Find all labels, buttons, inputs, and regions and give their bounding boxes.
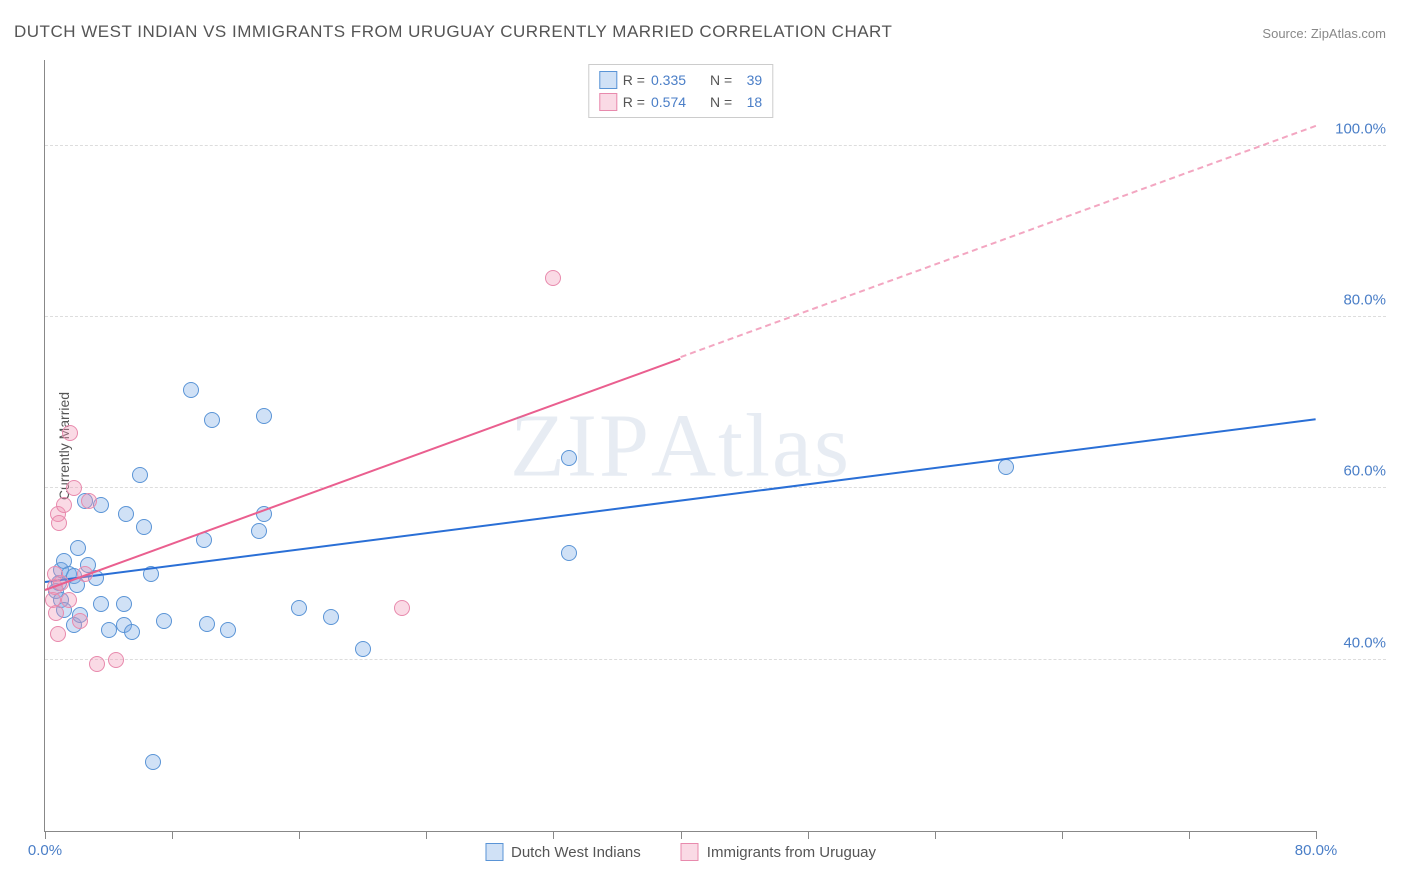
legend-swatch xyxy=(599,93,617,111)
gridline xyxy=(45,145,1386,146)
data-point xyxy=(220,622,236,638)
data-point xyxy=(124,624,140,640)
series-legend: Dutch West Indians Immigrants from Urugua… xyxy=(485,843,876,861)
x-tick xyxy=(299,831,300,839)
data-point xyxy=(183,382,199,398)
legend-swatch xyxy=(681,843,699,861)
source-label: Source: xyxy=(1262,26,1307,41)
data-point xyxy=(394,600,410,616)
data-point xyxy=(62,425,78,441)
data-point xyxy=(81,493,97,509)
gridline xyxy=(45,316,1386,317)
r-value: 0.335 xyxy=(651,69,686,91)
n-value: 18 xyxy=(738,91,762,113)
watermark: ZIPAtlas xyxy=(510,394,851,497)
data-point xyxy=(50,626,66,642)
gridline xyxy=(45,659,1386,660)
chart-title: DUTCH WEST INDIAN VS IMMIGRANTS FROM URU… xyxy=(14,22,892,42)
r-value: 0.574 xyxy=(651,91,686,113)
data-point xyxy=(118,506,134,522)
y-tick-label: 80.0% xyxy=(1326,292,1386,309)
legend-row: R = 0.335 N = 39 xyxy=(599,69,762,91)
gridline xyxy=(45,487,1386,488)
data-point xyxy=(251,523,267,539)
data-point xyxy=(51,515,67,531)
x-tick xyxy=(172,831,173,839)
n-value: 39 xyxy=(738,69,762,91)
series-name: Immigrants from Uruguay xyxy=(707,844,876,861)
data-point xyxy=(89,656,105,672)
data-point xyxy=(56,497,72,513)
correlation-legend: R = 0.335 N = 39 R = 0.574 N = 18 xyxy=(588,64,773,118)
data-point xyxy=(108,652,124,668)
data-point xyxy=(132,467,148,483)
x-tick xyxy=(1189,831,1190,839)
data-point xyxy=(199,616,215,632)
x-tick xyxy=(426,831,427,839)
data-point xyxy=(116,596,132,612)
legend-row: R = 0.574 N = 18 xyxy=(599,91,762,113)
x-tick xyxy=(1062,831,1063,839)
x-tick xyxy=(45,831,46,839)
x-tick xyxy=(681,831,682,839)
x-tick-label: 0.0% xyxy=(28,842,62,859)
x-tick xyxy=(553,831,554,839)
series-name: Dutch West Indians xyxy=(511,844,641,861)
r-label: R = xyxy=(623,91,645,113)
data-point xyxy=(291,600,307,616)
x-tick xyxy=(1316,831,1317,839)
x-tick xyxy=(935,831,936,839)
data-point xyxy=(561,545,577,561)
data-point xyxy=(101,622,117,638)
trend-line xyxy=(680,125,1317,360)
watermark-light: Atlas xyxy=(651,396,851,495)
plot-area: ZIPAtlas R =0.335N =39R =0.574N =18 Dutc… xyxy=(44,60,1316,832)
data-point xyxy=(256,408,272,424)
legend-swatch xyxy=(485,843,503,861)
data-point xyxy=(204,412,220,428)
data-point xyxy=(145,754,161,770)
y-tick-label: 40.0% xyxy=(1326,634,1386,651)
y-tick-label: 60.0% xyxy=(1326,463,1386,480)
data-point xyxy=(545,270,561,286)
data-point xyxy=(355,641,371,657)
data-point xyxy=(66,480,82,496)
data-point xyxy=(70,540,86,556)
legend-swatch xyxy=(599,71,617,89)
data-point xyxy=(156,613,172,629)
r-label: R = xyxy=(623,69,645,91)
trend-line xyxy=(45,418,1316,583)
source-name: ZipAtlas.com xyxy=(1311,26,1386,41)
data-point xyxy=(998,459,1014,475)
data-point xyxy=(561,450,577,466)
y-tick-label: 100.0% xyxy=(1326,120,1386,137)
data-point xyxy=(323,609,339,625)
n-label: N = xyxy=(710,69,732,91)
data-point xyxy=(72,613,88,629)
source-attribution: Source: ZipAtlas.com xyxy=(1262,26,1386,41)
legend-item: Immigrants from Uruguay xyxy=(681,843,876,861)
data-point xyxy=(136,519,152,535)
n-label: N = xyxy=(710,91,732,113)
x-tick-label: 80.0% xyxy=(1295,842,1338,859)
x-tick xyxy=(808,831,809,839)
data-point xyxy=(61,592,77,608)
data-point xyxy=(93,596,109,612)
data-point xyxy=(48,605,64,621)
legend-item: Dutch West Indians xyxy=(485,843,641,861)
